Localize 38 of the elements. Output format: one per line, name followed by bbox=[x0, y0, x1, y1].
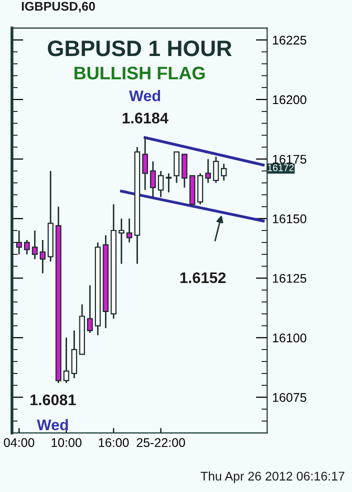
candlestick bbox=[118, 218, 124, 265]
annotation: Wed bbox=[129, 90, 160, 102]
annotation: 1.6152 bbox=[180, 272, 226, 284]
text: BULLISH FLAG bbox=[74, 66, 205, 80]
y-tick-label: 16150 bbox=[272, 214, 306, 224]
candlestick bbox=[142, 136, 148, 191]
candlestick bbox=[182, 154, 188, 188]
annotation: 1.6081 bbox=[30, 394, 76, 406]
candlestick bbox=[213, 156, 219, 184]
y-tick-label: 16125 bbox=[272, 274, 306, 283]
candlestick bbox=[205, 158, 212, 184]
y-tick-label: 16100 bbox=[272, 333, 306, 342]
text: 16172 bbox=[268, 164, 294, 172]
chart-title: GBPUSD 1 HOUR bbox=[48, 40, 232, 56]
x-tick-label: 16:00 bbox=[98, 438, 129, 448]
candlestick bbox=[174, 151, 180, 184]
annotation: 1.6184 bbox=[122, 112, 168, 124]
candlestick bbox=[16, 230, 22, 256]
candlestick bbox=[150, 160, 156, 198]
text: IGBPUSD,60 bbox=[22, 2, 95, 13]
candlestick bbox=[32, 230, 38, 260]
y-tick-label: 16225 bbox=[272, 36, 306, 45]
candlestick bbox=[40, 239, 46, 274]
candlestick bbox=[126, 218, 132, 244]
x-tick-label: 04:00 bbox=[4, 438, 34, 448]
candlestick bbox=[220, 163, 227, 182]
x-tick-label: 10:00 bbox=[52, 438, 82, 448]
y-tick-label: 16175 bbox=[272, 154, 306, 164]
candlestick bbox=[158, 170, 164, 198]
y-tick-label: 16200 bbox=[272, 95, 306, 104]
candlestick bbox=[71, 330, 78, 379]
candlestick bbox=[87, 284, 93, 334]
y-tick-label: 16075 bbox=[272, 393, 306, 402]
annotation: Wed bbox=[36, 419, 68, 430]
text: Thu Apr 26 2012 06:16:17 bbox=[200, 471, 344, 484]
candlestick bbox=[24, 239, 30, 256]
candlestick bbox=[63, 336, 70, 384]
x-tick-label: 25-22:00 bbox=[136, 438, 186, 448]
